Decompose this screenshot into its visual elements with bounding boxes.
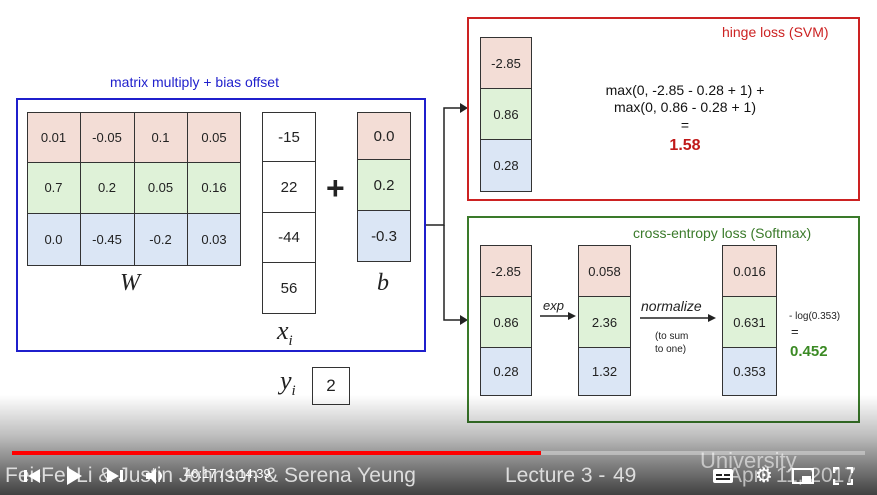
- exp-value: 0.058: [578, 245, 631, 297]
- exp-label: exp: [543, 298, 564, 313]
- w-cell: 0.1: [151, 129, 170, 145]
- next-icon[interactable]: [103, 464, 127, 488]
- y-label-text: y: [280, 366, 292, 395]
- footer-page: 49: [613, 464, 637, 487]
- time-display: 46:17 / 1:14:39: [184, 466, 271, 481]
- ce-score: 0.86: [480, 296, 532, 348]
- matrix-box: [16, 98, 426, 352]
- x-label: xi: [277, 316, 293, 350]
- exp-value: 1.32: [578, 347, 631, 396]
- x-cell: -15: [262, 112, 316, 162]
- hinge-formula-line2: max(0, 0.86 - 0.28 + 1): [613, 99, 757, 115]
- normalize-sub2: to one): [655, 344, 687, 355]
- w-cell: -0.05: [92, 129, 122, 145]
- w-cell: -0.2: [149, 232, 172, 247]
- progress-track[interactable]: [12, 451, 865, 455]
- w-cell: 0.01: [40, 129, 67, 145]
- b-cell: 0.2: [357, 159, 411, 211]
- play-icon[interactable]: [60, 462, 88, 490]
- settings-gear-icon[interactable]: ⚙: [755, 464, 773, 487]
- subtitles-icon[interactable]: [710, 464, 736, 488]
- plus-sign: +: [326, 170, 345, 206]
- miniplayer-icon[interactable]: [790, 464, 816, 488]
- previous-icon[interactable]: [20, 464, 44, 488]
- ce-result: 0.452: [790, 343, 828, 360]
- hinge-result: 1.58: [669, 137, 701, 154]
- hinge-score: 0.86: [480, 88, 532, 140]
- ce-score: 0.28: [480, 347, 532, 396]
- y-label-sub: i: [291, 383, 296, 400]
- normalize-label: normalize: [641, 298, 702, 314]
- ce-equals: =: [791, 324, 799, 339]
- hinge-score: 0.28: [480, 139, 532, 192]
- hinge-box: [467, 17, 860, 201]
- normalize-sub1: (to sum: [655, 331, 689, 342]
- b-cell: 0.0: [357, 112, 411, 160]
- w-cell: 0.05: [147, 180, 174, 195]
- w-cell: 0.16: [201, 180, 227, 195]
- x-label-text: x: [277, 316, 289, 345]
- connector-arrows: [426, 103, 468, 325]
- w-label: W: [120, 270, 140, 296]
- w-cell: 0.7: [44, 180, 63, 195]
- x-cell: -44: [262, 212, 316, 263]
- hinge-formula-line1: max(0, -2.85 - 0.28 + 1) +: [605, 82, 765, 98]
- ce-title: cross-entropy loss (Softmax): [633, 225, 812, 241]
- matrix-title: matrix multiply + bias offset: [110, 74, 279, 90]
- w-cell: -0.45: [92, 232, 122, 247]
- b-label: b: [377, 270, 389, 296]
- w-cell: 0.03: [201, 232, 227, 247]
- exp-arrow: [540, 312, 576, 320]
- x-cell: 22: [262, 161, 316, 213]
- w-cell: 0.05: [201, 129, 227, 145]
- fullscreen-icon[interactable]: [830, 464, 856, 488]
- normalize-arrow: [640, 314, 716, 322]
- w-cell: 0.0: [44, 232, 63, 247]
- hinge-title: hinge loss (SVM): [722, 24, 829, 40]
- ce-score: -2.85: [480, 245, 532, 297]
- x-label-sub: i: [288, 333, 293, 350]
- x-cell: 56: [262, 262, 316, 314]
- volume-icon[interactable]: [143, 463, 169, 489]
- prob-value: 0.353: [722, 347, 777, 396]
- prob-value: 0.016: [722, 245, 777, 297]
- w-cell: 0.2: [97, 180, 117, 195]
- progress-fill: [12, 451, 541, 455]
- b-cell: -0.3: [357, 210, 411, 262]
- footer-watermark: University: [700, 448, 797, 473]
- prob-value: 0.631: [722, 296, 777, 348]
- footer-lecture: Lecture 3 -: [505, 464, 606, 487]
- hinge-equals: =: [680, 117, 690, 133]
- y-label: yi: [280, 366, 296, 400]
- exp-value: 2.36: [578, 296, 631, 348]
- neglog-label: - log(0.353): [789, 311, 841, 322]
- hinge-score: -2.85: [480, 37, 532, 89]
